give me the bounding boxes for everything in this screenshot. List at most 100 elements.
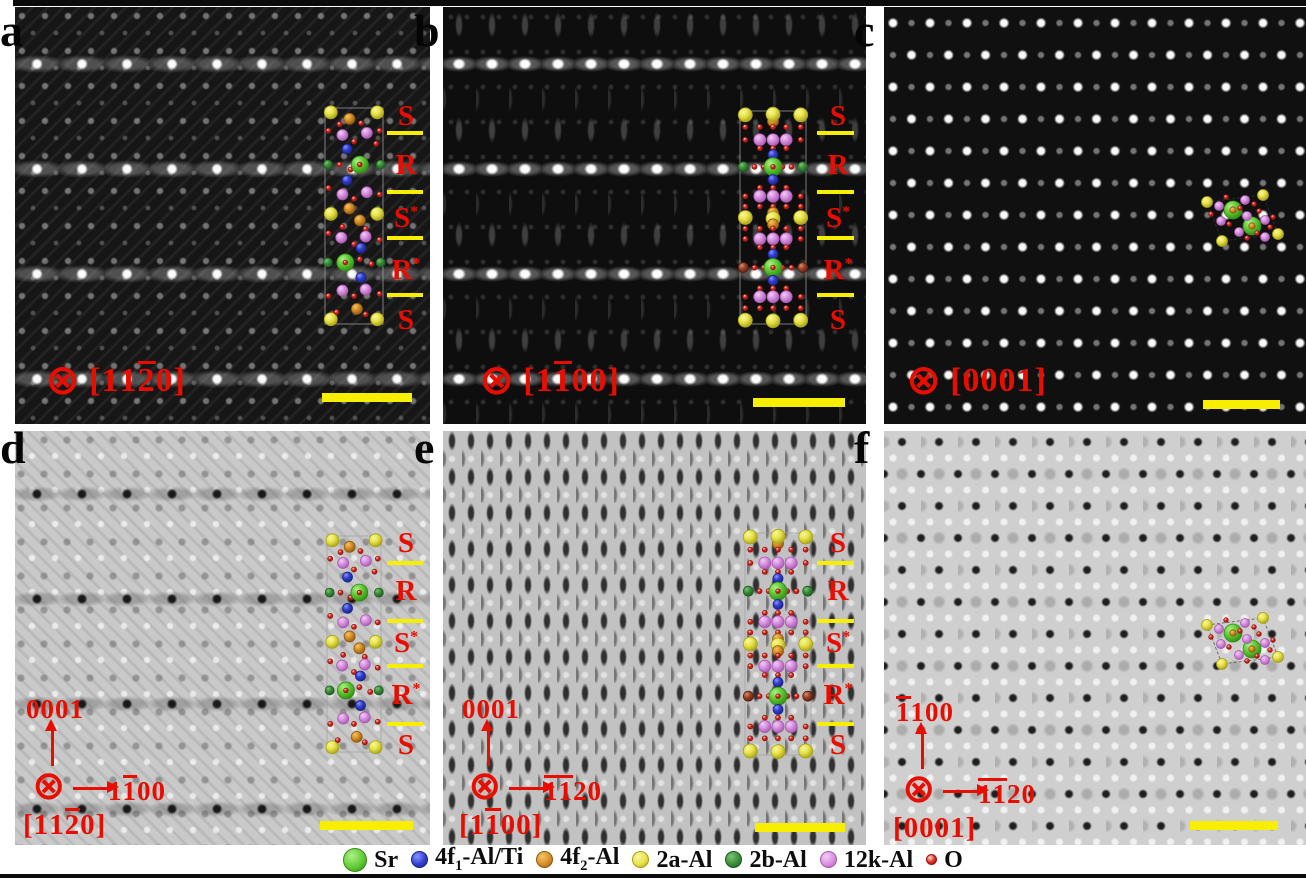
atom-al12k xyxy=(753,189,767,203)
miller-digit: 0 xyxy=(55,694,70,724)
unit-cell-overlay-f xyxy=(1201,612,1284,670)
atom-al12k xyxy=(1260,638,1270,648)
atom-o xyxy=(356,256,363,263)
atom-o xyxy=(1270,214,1276,220)
legend-subscript: 2 xyxy=(580,858,588,875)
zone-digits: [1120] xyxy=(23,808,107,841)
legend-item-al12k: 12k-Al xyxy=(819,848,913,872)
legend-item-al4f1: 4f1-Al/Ti xyxy=(411,845,523,873)
atom-o xyxy=(783,225,790,232)
bracket-open: [ xyxy=(89,361,102,399)
atom-o xyxy=(802,723,809,730)
miller-digit: 0 xyxy=(137,776,152,806)
atom-al12k xyxy=(1260,232,1270,242)
miller-digit: 1 xyxy=(1016,361,1035,399)
atom-o xyxy=(373,140,379,147)
segment-star: * xyxy=(842,203,851,221)
atom-al12k xyxy=(336,129,349,141)
atom-o xyxy=(756,203,763,210)
miller-digit: 0 xyxy=(500,809,517,841)
atom-o xyxy=(775,735,781,742)
atom-o xyxy=(325,230,332,237)
atom-o xyxy=(788,610,795,616)
atom-al2b xyxy=(373,587,384,598)
atom-al4f2 xyxy=(353,642,366,655)
atom-o xyxy=(802,663,809,670)
zone-axis-label-c: [0001] xyxy=(950,361,1047,400)
atom-o xyxy=(1226,221,1232,227)
atom-o xyxy=(742,293,749,300)
atom-al12k xyxy=(771,556,785,570)
atom-o xyxy=(327,658,334,665)
beam-direction-icon: ⊗ xyxy=(468,763,502,809)
atom-al4f2 xyxy=(350,730,363,743)
miller-digit: 2 xyxy=(64,808,81,841)
atom-o xyxy=(356,589,363,596)
beam-direction-icon: ⊗ xyxy=(902,766,936,812)
segment-star: * xyxy=(844,680,853,698)
atom-o xyxy=(742,235,749,242)
atom-o xyxy=(742,305,749,311)
atom-o xyxy=(770,305,776,311)
atom-al12k xyxy=(360,186,373,199)
atom-al4f1 xyxy=(341,143,353,155)
atom-o xyxy=(1267,224,1273,230)
atom-o xyxy=(351,241,357,247)
segment-separator-line xyxy=(817,619,854,623)
legend-label-al2b: 2b-Al xyxy=(749,846,807,873)
atom-o xyxy=(761,735,768,742)
miller-digit: 1 xyxy=(69,694,84,724)
atom-o xyxy=(788,652,795,659)
legend-label-al2a: 2a-Al xyxy=(656,846,713,873)
miller-digit: 1 xyxy=(49,809,65,841)
atom-al2a xyxy=(798,636,814,652)
miller-digit: 0 xyxy=(40,694,55,724)
panel-a: ⊗ [1120] S R S* R* S xyxy=(15,7,430,424)
atom-o xyxy=(343,687,349,694)
atom-al2b xyxy=(323,159,333,170)
atom-al12k xyxy=(758,615,772,629)
miller-digit: 1 xyxy=(992,778,1007,809)
scale-bar-e xyxy=(755,823,845,832)
atom-al2a xyxy=(798,529,814,545)
atom-al2a xyxy=(1272,228,1284,240)
atom-o xyxy=(747,629,754,636)
miller-digit: 0 xyxy=(925,697,940,727)
segment-separator-line xyxy=(387,722,423,726)
miller-digit: 1 xyxy=(910,697,925,727)
atom-al2b xyxy=(797,161,809,173)
atom-o xyxy=(374,664,381,671)
bracket-open: [ xyxy=(893,812,904,844)
atom-o xyxy=(761,610,768,616)
atom-al4f2 xyxy=(1229,629,1237,637)
axis-right-digits: 1120 xyxy=(978,778,1036,809)
top-border-line xyxy=(13,0,1306,6)
atom-o xyxy=(802,629,809,636)
atom-al2a xyxy=(793,210,809,225)
atom-o xyxy=(788,163,795,170)
atom-al4f1 xyxy=(767,174,779,185)
axis-label-up: 1100 xyxy=(890,696,960,726)
atom-o xyxy=(327,613,334,619)
beam-direction-icon: ⊗ xyxy=(479,355,515,404)
segment-star: * xyxy=(410,203,419,221)
micrograph-e xyxy=(443,431,866,845)
atom-al2a xyxy=(742,743,758,759)
atom-o xyxy=(761,714,768,721)
miller-digit: 1 xyxy=(505,694,520,724)
atom-al2b xyxy=(323,257,333,268)
segment-label-S-star: S* xyxy=(393,627,419,659)
atom-o xyxy=(333,309,340,316)
atom-al2a xyxy=(770,744,786,760)
segment-label-S: S xyxy=(397,304,415,336)
legend-atom-icon-al4f2 xyxy=(536,850,554,868)
atom-al2a xyxy=(323,312,338,327)
legend-item-al2a: 2a-Al xyxy=(632,848,712,872)
miller-digit: 0 xyxy=(491,694,506,724)
bracket-close: ] xyxy=(95,809,107,841)
atom-o xyxy=(334,737,341,744)
atom-o xyxy=(802,546,809,553)
atom-al12k xyxy=(1240,195,1250,205)
atom-o xyxy=(351,138,357,145)
segment-label-R-star: R* xyxy=(823,679,853,711)
